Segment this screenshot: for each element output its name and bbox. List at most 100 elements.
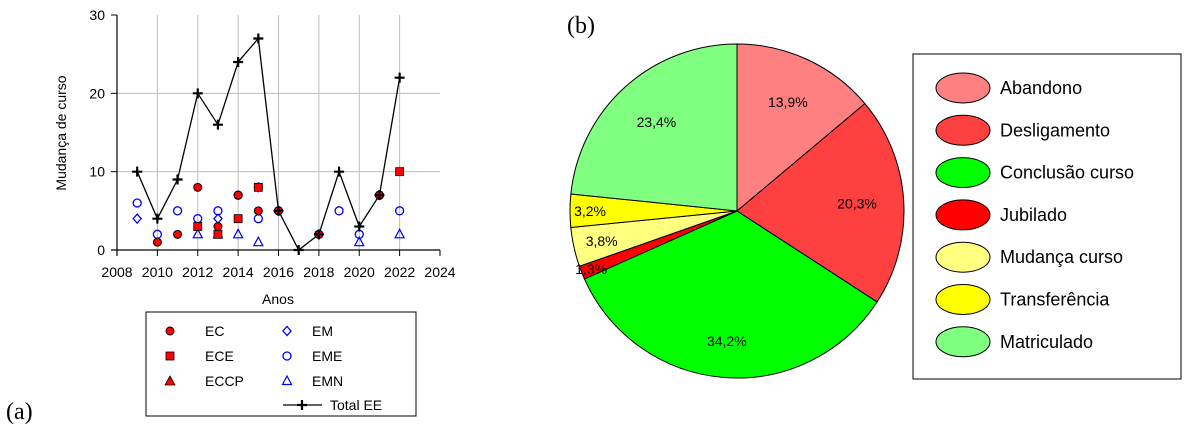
y-tick-label: 0 xyxy=(97,242,105,258)
point-ec xyxy=(152,237,162,247)
legend-label-transferencia: Transferência xyxy=(1000,290,1110,310)
panel-b-pie-chart: (b) 13,9% 20,3% 34,2% 1,3% 3,8% 3,2% 23,4% Aba… xyxy=(567,13,1182,380)
point-eme xyxy=(394,206,405,216)
point-total-ee xyxy=(132,166,143,177)
tick-labels: 2008 2010 2012 2014 2016 2018 2020 2022 2024 0 10 2… xyxy=(89,7,455,280)
point-emn xyxy=(232,228,244,239)
point-ec xyxy=(193,182,203,192)
series-lines xyxy=(136,36,401,251)
legend-swatch-abandono xyxy=(935,72,991,104)
pie-label-desligamento: 20,3% xyxy=(837,196,877,212)
legend-label-desligamento: Desligamento xyxy=(1000,120,1110,140)
legend-label-mudanca-curso: Mudança curso xyxy=(1000,247,1123,267)
legend-marker-emn xyxy=(281,374,293,386)
point-total-ee xyxy=(152,213,163,224)
pie-label-transferencia: 3,2% xyxy=(574,203,606,219)
point-eme xyxy=(172,206,183,216)
panel-label-b: (b) xyxy=(567,13,595,39)
point-total-ee xyxy=(192,88,203,99)
point-total-ee xyxy=(313,229,324,240)
point-ec xyxy=(173,229,183,239)
axes xyxy=(111,14,441,256)
pie-slice-matriculado xyxy=(570,43,738,212)
legend-label-total-ee: Total EE xyxy=(330,397,382,413)
point-emn xyxy=(252,235,264,247)
point-ece xyxy=(213,229,223,239)
x-tick-label: 2012 xyxy=(182,264,213,280)
point-total-ee xyxy=(293,245,304,255)
point-emn xyxy=(353,235,365,247)
y-tick-label: 20 xyxy=(89,85,105,101)
pie-slice-conclusao-curso xyxy=(583,210,878,379)
point-ec xyxy=(253,206,263,216)
point-total-ee xyxy=(273,205,284,216)
legend-marker-em xyxy=(282,325,292,337)
x-tick-label: 2010 xyxy=(142,264,173,280)
y-tick-label: 10 xyxy=(89,164,105,180)
legend-marker-eme xyxy=(282,351,292,361)
pie-label-matriculado: 23,4% xyxy=(637,114,677,130)
point-total-ee xyxy=(253,33,264,44)
pie-label-conclusao-curso: 34,2% xyxy=(707,333,747,349)
legend-marker-ec xyxy=(165,326,175,336)
grid-lines xyxy=(117,15,440,250)
legend-label-jubilado: Jubilado xyxy=(1000,205,1067,225)
point-total-ee xyxy=(334,166,345,177)
pie-slice-desligamento xyxy=(736,102,905,303)
pie-labels: 13,9% 20,3% 34,2% 1,3% 3,8% 3,2% 23,4% xyxy=(574,94,877,349)
pie-label-mudanca-curso: 3,8% xyxy=(586,233,618,249)
pie xyxy=(569,43,905,379)
point-emn xyxy=(394,228,406,239)
legend-marker-ece xyxy=(165,351,175,361)
legend-marker-total-ee xyxy=(297,400,307,410)
point-total-ee xyxy=(212,119,223,130)
scatter-legend: EC ECE ECCP EM EME EMN Total EE xyxy=(145,311,417,417)
pie-label-jubilado: 1,3% xyxy=(575,261,607,277)
legend-label-matriculado: Matriculado xyxy=(1000,332,1093,352)
point-ece xyxy=(193,222,203,231)
panel-a-scatter-chart: 2008 2010 2012 2014 2016 2018 2020 2022 2024 0 10 2… xyxy=(6,7,456,425)
point-eme xyxy=(334,206,344,216)
y-tick-label: 30 xyxy=(89,7,105,23)
x-tick-label: 2024 xyxy=(424,264,455,280)
point-ece xyxy=(253,182,263,192)
legend-swatch-jubilado xyxy=(935,199,991,231)
legend-label-conclusao-curso: Conclusão curso xyxy=(1000,163,1134,183)
legend-swatch-mudanca-curso xyxy=(935,241,991,273)
x-tick-label: 2022 xyxy=(384,264,415,280)
y-axis-label: Mudança de curso xyxy=(53,75,69,190)
point-eme xyxy=(132,198,142,208)
point-total-ee xyxy=(374,190,385,201)
x-tick-label: 2014 xyxy=(223,264,254,280)
x-tick-label: 2016 xyxy=(263,264,294,280)
x-tick-label: 2020 xyxy=(344,264,375,280)
panel-label-a: (a) xyxy=(6,399,33,425)
point-total-ee xyxy=(354,221,365,232)
point-ec xyxy=(213,222,223,231)
point-total-ee xyxy=(394,72,405,83)
point-ece xyxy=(395,167,405,177)
legend-swatch-matriculado xyxy=(935,326,991,358)
legend-label-eccp: ECCP xyxy=(205,373,244,389)
legend-label-abandono: Abandono xyxy=(1000,78,1082,98)
legend-label-eme: EME xyxy=(312,348,342,364)
point-total-ee xyxy=(172,174,183,185)
legend-marker-eccp xyxy=(164,375,176,386)
point-ec xyxy=(233,190,243,200)
legend-swatch-transferencia xyxy=(935,284,991,315)
x-tick-label: 2008 xyxy=(101,264,132,280)
legend-label-em: EM xyxy=(312,323,333,339)
point-total-ee xyxy=(233,57,244,67)
data-points xyxy=(132,33,406,255)
pie-legend: Abandono Desligamento Conclusão curso Jubil… xyxy=(912,53,1182,380)
series-line-total-ee xyxy=(136,36,401,251)
point-em xyxy=(132,213,143,225)
legend-swatch-desligamento xyxy=(935,114,991,146)
legend-box xyxy=(145,311,417,417)
legend-label-ec: EC xyxy=(205,323,224,339)
x-axis-label: Anos xyxy=(262,291,294,307)
pie-slice-abandono xyxy=(736,43,866,213)
point-emn xyxy=(192,228,204,239)
legend-label-emn: EMN xyxy=(312,373,343,389)
